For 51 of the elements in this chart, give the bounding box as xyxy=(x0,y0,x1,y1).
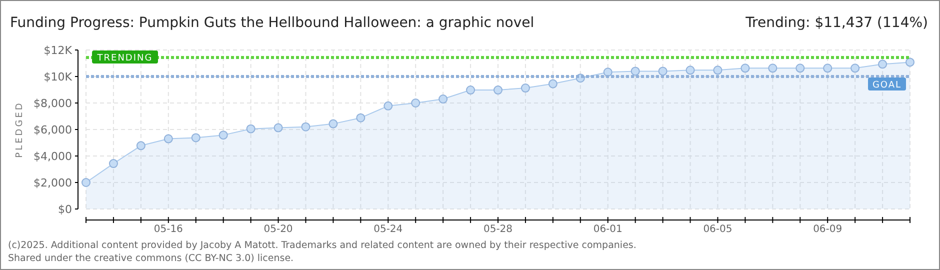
point xyxy=(850,64,860,73)
point xyxy=(191,133,200,142)
x-tick-label: 05-20 xyxy=(264,224,293,235)
point xyxy=(108,159,118,168)
y-axis-title: PLEDGED xyxy=(15,101,25,158)
point xyxy=(411,98,420,108)
point xyxy=(630,66,640,76)
point xyxy=(740,64,750,73)
point xyxy=(823,64,832,73)
x-tick-label: 05-24 xyxy=(374,224,403,235)
y-tick-label: $8,000 xyxy=(34,97,72,110)
point xyxy=(246,124,256,134)
point xyxy=(384,101,393,110)
y-tick-label: $4,000 xyxy=(34,150,72,163)
point xyxy=(603,68,612,77)
ref-line-label: TRENDING xyxy=(96,53,153,64)
point xyxy=(768,64,778,73)
point xyxy=(906,58,914,67)
text: Shared under the creative commons (CC BY-NC 3.0) license. xyxy=(8,253,294,264)
point xyxy=(713,66,722,75)
point xyxy=(878,60,888,69)
y-tick-label: $10K xyxy=(44,70,73,84)
point xyxy=(82,178,90,187)
chart-title: Funding Progress: Pumpkin Guts the Hellbound Halloween: a graphic novel xyxy=(10,15,534,31)
point xyxy=(438,94,448,104)
point xyxy=(164,134,173,144)
x-tick-label: 06-09 xyxy=(813,224,842,235)
point xyxy=(301,122,310,132)
point xyxy=(218,130,228,140)
ref-line-label: GOAL xyxy=(872,80,902,90)
point xyxy=(328,119,338,128)
x-tick-label: 05-16 xyxy=(154,224,183,235)
text: (c)2025. Additional content provided by Jacoby A Matott. Trademarks and related content are owned by their respective companies. xyxy=(8,240,636,251)
chart-subtitle: Trending: $11,437 (114%) xyxy=(744,15,928,31)
y-tick-label: $6,000 xyxy=(34,124,72,136)
point xyxy=(494,86,502,95)
point xyxy=(520,84,530,93)
y-tick-label: $0 xyxy=(58,203,72,216)
point xyxy=(658,66,668,76)
point xyxy=(466,86,476,95)
point xyxy=(136,141,146,150)
point xyxy=(356,113,366,122)
point xyxy=(686,66,695,75)
x-tick-label: 06-01 xyxy=(593,224,622,235)
point xyxy=(548,79,558,88)
y-tick-label: $12K xyxy=(44,44,73,57)
y-tick-label: $2,000 xyxy=(34,176,72,190)
x-tick-label: 05-28 xyxy=(483,224,513,235)
x-tick-label: 06-05 xyxy=(703,224,732,235)
point xyxy=(796,64,805,73)
point xyxy=(274,123,283,132)
